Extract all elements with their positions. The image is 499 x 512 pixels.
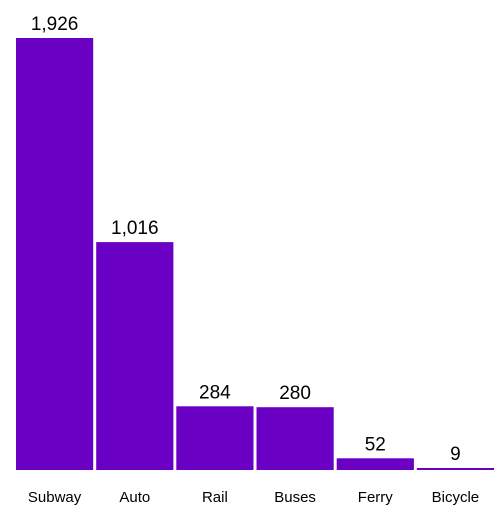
value-label-auto: 1,016 xyxy=(111,218,159,239)
value-label-bicycle: 9 xyxy=(450,444,461,465)
category-label-auto: Auto xyxy=(119,489,150,506)
category-label-buses: Buses xyxy=(274,489,316,506)
category-label-subway: Subway xyxy=(28,489,82,506)
value-label-rail: 284 xyxy=(199,382,231,403)
bar-buses xyxy=(256,407,334,470)
category-label-rail: Rail xyxy=(202,489,228,506)
bars-group xyxy=(16,38,494,470)
value-label-buses: 280 xyxy=(279,383,311,404)
category-label-ferry: Ferry xyxy=(358,489,393,506)
category-labels-group: Subway Auto Rail Buses Ferry Bicycle xyxy=(28,489,479,506)
bar-rail xyxy=(176,406,254,470)
value-label-ferry: 52 xyxy=(365,434,386,455)
category-label-bicycle: Bicycle xyxy=(432,489,480,506)
bar-bicycle xyxy=(416,468,494,470)
value-label-subway: 1,926 xyxy=(31,14,79,35)
value-labels-group: 1,926 1,016 284 280 52 9 xyxy=(31,14,461,465)
bar-subway xyxy=(16,38,94,470)
bar-ferry xyxy=(336,458,414,470)
bar-auto xyxy=(96,242,174,470)
